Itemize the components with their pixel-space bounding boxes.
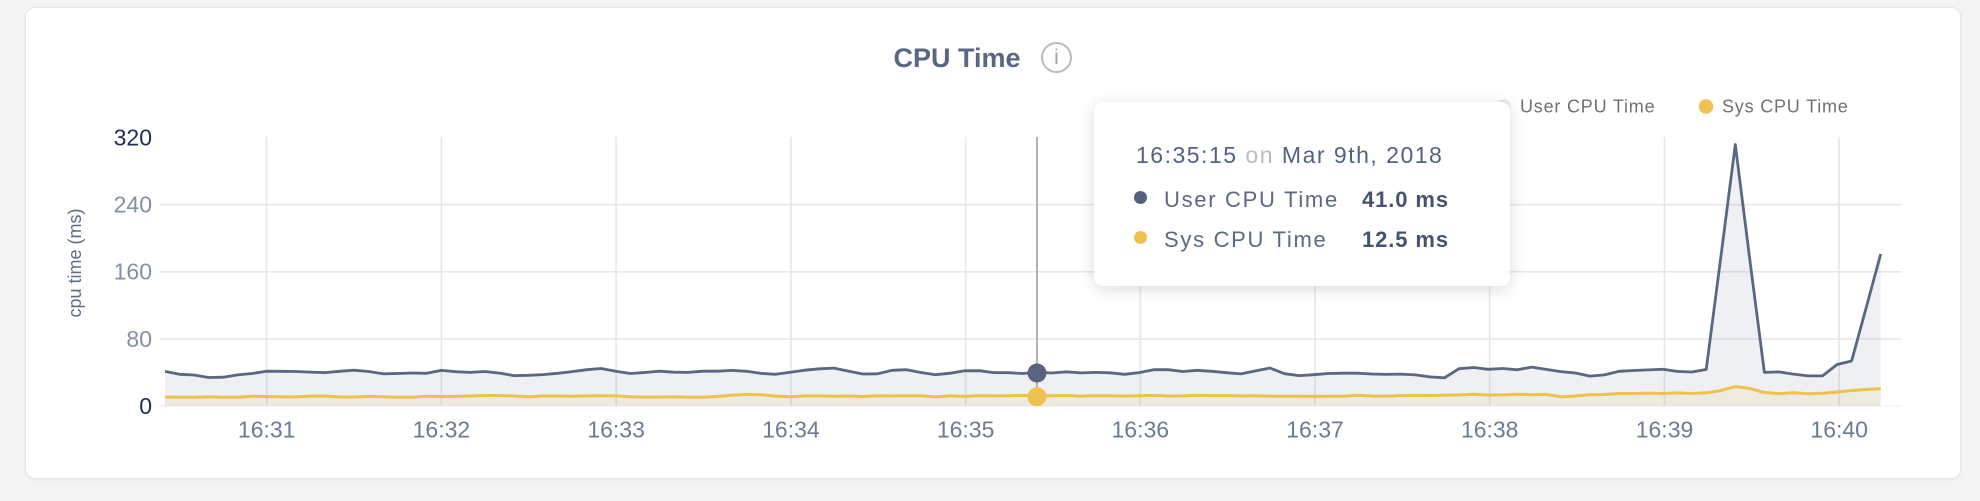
svg-text:User CPU Time: User CPU Time — [1520, 97, 1655, 117]
svg-text:160: 160 — [114, 259, 152, 285]
svg-text:16:34: 16:34 — [762, 417, 820, 443]
svg-text:16:38: 16:38 — [1461, 417, 1519, 443]
svg-text:16:37: 16:37 — [1286, 417, 1344, 443]
svg-text:16:35: 16:35 — [937, 417, 995, 443]
svg-text:16:40: 16:40 — [1810, 417, 1868, 443]
svg-text:240: 240 — [114, 192, 152, 218]
svg-text:320: 320 — [114, 125, 152, 151]
svg-text:80: 80 — [126, 326, 152, 352]
svg-text:16:31: 16:31 — [238, 417, 296, 443]
svg-text:16:36: 16:36 — [1112, 417, 1170, 443]
svg-text:16:32: 16:32 — [413, 417, 471, 443]
svg-text:cpu time (ms): cpu time (ms) — [65, 208, 85, 317]
svg-text:16:33: 16:33 — [587, 417, 645, 443]
svg-text:16:39: 16:39 — [1636, 417, 1694, 443]
svg-text:0: 0 — [139, 393, 152, 419]
svg-text:Sys CPU Time: Sys CPU Time — [1722, 97, 1849, 117]
